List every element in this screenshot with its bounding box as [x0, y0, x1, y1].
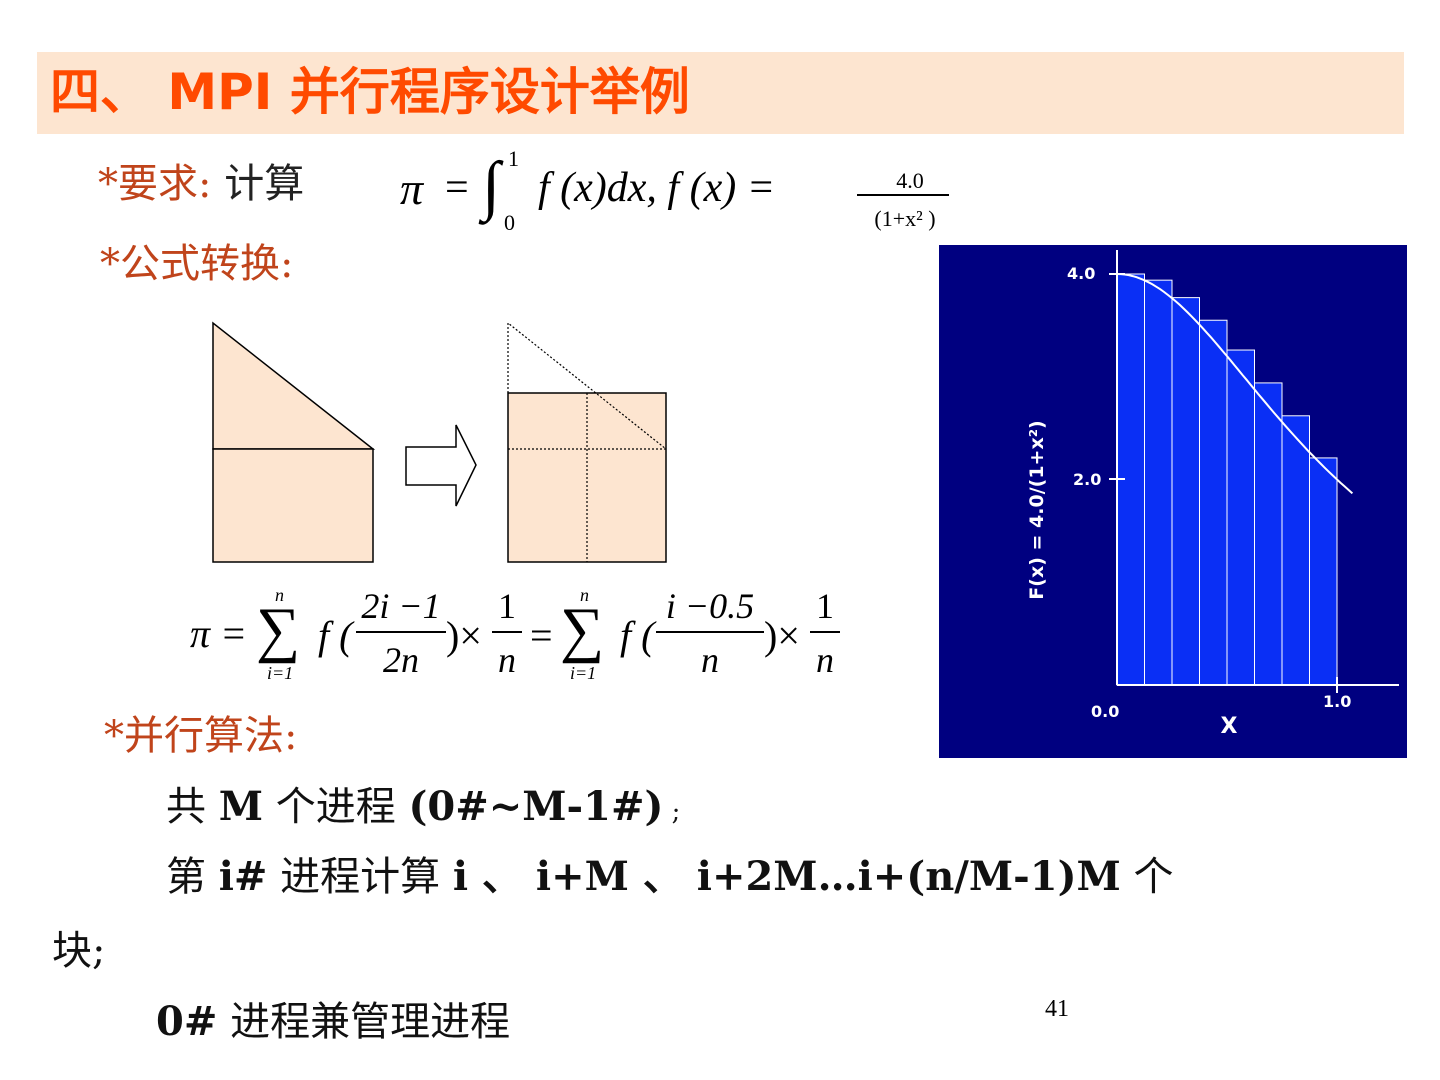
text-run: 个: [1120, 854, 1174, 900]
plot-bar: [1171, 297, 1200, 686]
x-tick-label: 1.0: [1323, 692, 1351, 711]
block-assignment-line: 第 i# 进程计算 i 、 i+M 、 i+2M…i+(n/M-1)M 个: [166, 853, 1174, 901]
integrand: f (x)dx, f (x) =: [538, 165, 776, 211]
text-run: 共: [166, 784, 219, 830]
manager-process-line: 0# 进程兼管理进程: [156, 998, 510, 1046]
left-rectangle: [212, 448, 374, 563]
plot-bar: [1226, 349, 1255, 686]
integral-formula: π = ∫ 1 0 f (x)dx, f (x) = 4.0 (1+x² ): [400, 146, 960, 240]
parallel-line: *并行算法:: [104, 712, 297, 760]
frac4-numerator: 1: [816, 586, 834, 626]
requirement-label: 要求:: [118, 161, 212, 207]
y-tick-label: 4.0: [1067, 264, 1095, 283]
pi-symbol: π: [400, 163, 424, 214]
frac4-denominator: n: [816, 640, 834, 680]
arrow-right-icon: [405, 424, 477, 507]
frac2-numerator: 1: [498, 586, 516, 626]
text-run: M: [218, 783, 263, 830]
left-triangle: [212, 321, 376, 450]
function-open: f (: [620, 613, 655, 658]
function-open: f (: [318, 613, 353, 658]
fraction-bar: [857, 194, 949, 196]
frac2-denominator: n: [498, 640, 516, 680]
sum2-upper: n: [580, 585, 589, 605]
page-number: 41: [1045, 996, 1069, 1022]
text-run: i#: [218, 853, 268, 900]
fraction-denominator: (1+x² ): [874, 206, 936, 231]
frac1-denominator: 2n: [383, 640, 419, 680]
sum2-lower: i=1: [570, 663, 597, 683]
fraction-numerator: 4.0: [896, 168, 924, 193]
requirement-text: 计算: [224, 161, 305, 207]
sum1-upper: n: [275, 585, 284, 605]
plot-bar: [1199, 319, 1228, 686]
plot-bar: [1281, 415, 1310, 686]
integral-upper: 1: [508, 146, 519, 171]
x-axis-label: X: [1221, 714, 1238, 739]
bullet-marker: *: [100, 241, 120, 287]
block-assignment-continuation: 块;: [52, 928, 106, 974]
bar-group: [1116, 273, 1338, 686]
dotted-triangle: [507, 321, 667, 450]
plot-bar: [1144, 279, 1173, 686]
y-tick-label: 2.0: [1073, 470, 1101, 489]
pi-equals: π =: [190, 611, 248, 656]
text-run: i 、 i+M 、 i+2M…i+(n/M-1)M: [452, 853, 1121, 900]
function-plot: 4.0 2.0 0.0 1.0 X F(x) = 4.0/(1+x²): [939, 245, 1407, 758]
integral-lower: 0: [504, 210, 515, 235]
frac3-denominator: n: [701, 640, 719, 680]
times-sign: )×: [764, 613, 800, 658]
times-sign: )×: [446, 613, 482, 658]
frac1-numerator: 2i −1: [361, 586, 441, 626]
function-curve: [1116, 273, 1354, 495]
plot-bar: [1309, 457, 1338, 686]
frac4-bar: [810, 631, 840, 633]
frac1-bar: [356, 631, 446, 633]
sum1-lower: i=1: [267, 663, 294, 683]
page-title: 四、 MPI 并行程序设计举例: [50, 63, 690, 121]
y-axis-label: F(x) = 4.0/(1+x²): [1026, 420, 1048, 599]
sigma-symbol: ∑: [560, 596, 605, 664]
frac2-bar: [492, 631, 522, 633]
title-banner: [37, 52, 1404, 134]
sigma-symbol: ∑: [256, 596, 301, 664]
conversion-label: 公式转换:: [120, 241, 294, 287]
text-run: 进程兼管理进程: [217, 999, 511, 1045]
text-run: 个进程: [263, 784, 409, 830]
text-run: (0#~M-1#): [408, 783, 664, 830]
bullet-marker: *: [98, 161, 118, 207]
text-run: 0#: [156, 998, 218, 1045]
plot-bar: [1254, 382, 1283, 686]
bullet-marker: *: [104, 713, 124, 759]
parallel-label: 并行算法:: [124, 713, 298, 759]
equals-sign: =: [530, 613, 553, 658]
process-count-line: 共 M 个进程 (0#~M-1#) ;: [166, 783, 680, 831]
frac3-numerator: i −0.5: [665, 586, 755, 626]
sum-formula: π = n ∑ i=1 f ( 2i −1 2n )× 1 n = n ∑ i=…: [190, 585, 850, 690]
text-run: 第: [166, 854, 219, 900]
text-run: 进程计算: [267, 854, 453, 900]
area-conversion-diagram: [212, 321, 667, 563]
text-run: ;: [663, 797, 681, 827]
requirement-line: *要求: 计算: [98, 160, 304, 208]
frac3-bar: [656, 631, 764, 633]
conversion-line: *公式转换:: [100, 240, 293, 288]
integral-sign: ∫: [482, 149, 501, 222]
x-tick-label: 0.0: [1091, 702, 1119, 721]
equals-sign: =: [445, 165, 469, 211]
